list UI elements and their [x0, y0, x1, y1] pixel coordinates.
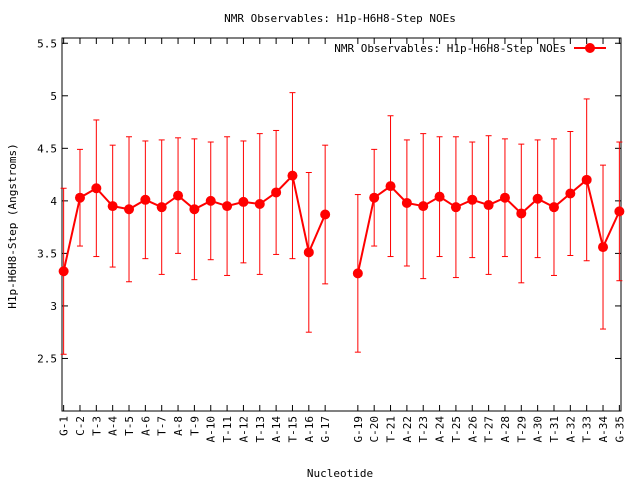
data-point: [401, 197, 412, 208]
x-tick-label: T-11: [221, 416, 234, 443]
error-bars: [60, 92, 623, 355]
x-tick-label: G-1: [58, 416, 71, 436]
x-tick-label: A-24: [434, 416, 447, 443]
data-point: [369, 192, 380, 203]
x-tick-label: A-8: [172, 416, 185, 436]
x-tick-label: A-16: [303, 416, 316, 443]
x-tick-label: G-19: [352, 416, 365, 443]
y-tick-label: 5: [50, 90, 57, 103]
data-point: [287, 170, 298, 181]
y-tick-label: 4: [50, 195, 57, 208]
data-point: [320, 209, 331, 220]
data-point: [581, 174, 592, 185]
y-tick-label: 5.5: [37, 37, 57, 50]
y-tick-label: 3.5: [37, 247, 57, 260]
legend: NMR Observables: H1p-H6H8-Step NOEs: [334, 42, 606, 55]
x-tick-label: T-13: [254, 416, 267, 443]
x-tick-label: T-29: [515, 416, 528, 443]
x-tick-label: T-5: [123, 416, 136, 436]
x-axis-label: Nucleotide: [307, 467, 373, 480]
data-point: [598, 242, 609, 253]
data-point: [483, 200, 494, 211]
x-tick-label: A-12: [237, 416, 250, 443]
data-point: [548, 202, 559, 213]
legend-marker: [585, 43, 595, 53]
data-point: [156, 202, 167, 213]
x-tick-label: T-23: [417, 416, 430, 443]
data-point: [58, 266, 69, 277]
plot-frame: [61, 37, 622, 412]
x-tick-label: A-32: [564, 416, 577, 443]
data-point: [499, 192, 510, 203]
data-point: [173, 190, 184, 201]
series-points: [58, 170, 625, 279]
y-tick-label: 2.5: [37, 352, 57, 365]
data-point: [107, 201, 118, 212]
data-point: [565, 188, 576, 199]
y-axis-label: H1p-H6H8-Step (Angstroms): [6, 143, 19, 309]
y-axis-ticks: 2.5 3 3.5 4 4.5 5 5.5: [37, 37, 621, 365]
x-tick-label: T-9: [188, 416, 201, 436]
data-point: [222, 201, 233, 212]
data-point: [189, 204, 200, 215]
x-tick-label: C-2: [74, 416, 87, 436]
x-tick-label: A-10: [205, 416, 218, 443]
data-point: [434, 191, 445, 202]
data-point: [205, 195, 216, 206]
x-tick-label: T-21: [385, 416, 398, 443]
data-point: [124, 204, 135, 215]
data-point: [418, 201, 429, 212]
data-point: [352, 268, 363, 279]
x-tick-label: T-33: [581, 416, 594, 443]
chart-title: NMR Observables: H1p-H6H8-Step NOEs: [224, 12, 456, 25]
data-point: [238, 196, 249, 207]
data-point: [532, 193, 543, 204]
x-tick-label: A-28: [499, 416, 512, 443]
x-tick-label: G-35: [613, 416, 626, 443]
data-point: [140, 194, 151, 205]
x-tick-label: G-17: [319, 416, 332, 443]
x-tick-label: T-27: [483, 416, 496, 443]
y-tick-label: 4.5: [37, 142, 57, 155]
x-tick-label: A-14: [270, 416, 283, 443]
data-point: [91, 183, 102, 194]
x-tick-label: A-22: [401, 416, 414, 443]
data-point: [271, 187, 282, 198]
legend-label: NMR Observables: H1p-H6H8-Step NOEs: [334, 42, 566, 55]
data-point: [74, 192, 85, 203]
x-tick-label: A-6: [139, 416, 152, 436]
data-point: [450, 202, 461, 213]
x-tick-label: T-25: [450, 416, 463, 443]
x-tick-label: A-34: [597, 416, 610, 443]
data-point: [254, 199, 265, 210]
x-tick-label: A-4: [107, 416, 120, 436]
x-tick-label: T-7: [156, 416, 169, 436]
data-point: [614, 206, 625, 217]
data-point: [385, 181, 396, 192]
x-tick-label: T-31: [548, 416, 561, 443]
data-point: [467, 194, 478, 205]
x-tick-label: T-3: [90, 416, 103, 436]
x-tick-label: T-15: [286, 416, 299, 443]
x-tick-label: A-30: [532, 416, 545, 443]
data-point: [516, 208, 527, 219]
x-axis-ticks: G-1 C-2 T-3 A-4 T-5 A-6 T-7 A-8 T-9 A-10 T-11 A-12 T…: [58, 38, 626, 443]
y-tick-label: 3: [50, 300, 57, 313]
data-point: [303, 247, 314, 258]
x-tick-label: A-26: [466, 416, 479, 443]
x-tick-label: C-20: [368, 416, 381, 443]
